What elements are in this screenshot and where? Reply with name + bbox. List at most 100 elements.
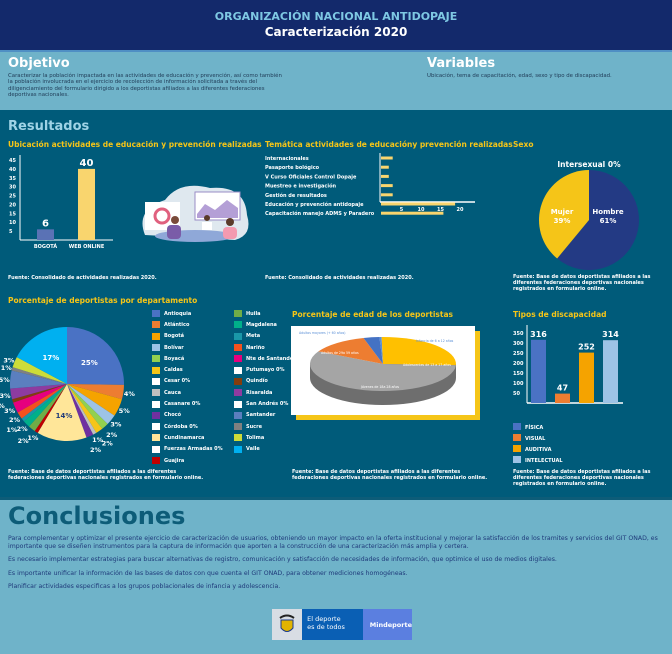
legend-swatch	[234, 310, 242, 318]
el-deporte-logo: El deporte es de todos	[302, 609, 363, 640]
legend-label: INTELECTUAL	[525, 458, 563, 464]
pie-slice	[34, 384, 67, 433]
y-tick-label: 15	[9, 211, 16, 217]
pie-slice	[13, 384, 68, 413]
legend-swatch	[513, 445, 521, 452]
legend-swatch	[513, 434, 521, 441]
legend-item: Risaralda	[234, 387, 272, 398]
y-tick-label: 5	[9, 229, 13, 235]
slice-label: 14%	[56, 412, 73, 420]
slice-label: 2%	[17, 425, 29, 433]
y-tick-label: 100	[513, 381, 524, 387]
legend-item: Antioquia	[152, 308, 191, 319]
legend-swatch	[234, 344, 242, 352]
legend-swatch	[234, 434, 242, 442]
legend-swatch	[513, 456, 521, 463]
legend-swatch	[152, 457, 160, 465]
slice-label: 3%	[3, 357, 15, 365]
legend-swatch	[152, 400, 160, 408]
resultados-title: Resultados	[8, 119, 90, 134]
legend-swatch	[152, 445, 160, 453]
ubicacion-bar-chart: 5 10 15 20 25 30 35 40 45 6 BOGOTÁ 40 WEB ONLINE	[9, 155, 113, 250]
legend-item: Huila	[234, 308, 261, 319]
chart4-title: Porcentaje de deportistas por departamen…	[8, 296, 198, 305]
legend-label: Risaralda	[246, 389, 273, 396]
pie-slice	[557, 170, 639, 270]
legend-item: San Andrés 0%	[234, 398, 288, 409]
chart1-title: Ubicación actividades de educación y pre…	[8, 140, 262, 149]
conclusions-paragraphs: Para complementar y optimizar el present…	[8, 535, 658, 591]
x-tick-label: 10	[418, 207, 425, 213]
bar-value-label: 252	[578, 343, 595, 352]
legend-label: Bogotá	[164, 333, 185, 340]
colombia-coat-of-arms-logo	[272, 609, 303, 640]
header-subtitle: Caracterización 2020	[264, 25, 408, 39]
legend-label: Córdoba 0%	[164, 423, 198, 430]
pie-slice	[67, 384, 97, 435]
y-tick-label: 40	[9, 167, 16, 173]
y-tick-label: 35	[9, 176, 16, 182]
legend-swatch	[152, 366, 160, 374]
bar	[381, 174, 389, 178]
bar	[381, 202, 456, 206]
legend-label: Putumayo 0%	[246, 367, 285, 374]
bar	[381, 193, 393, 197]
legend-swatch	[152, 434, 160, 442]
slice-label: 17%	[43, 354, 60, 362]
legend-label: Boyacá	[164, 355, 185, 362]
legend-item: Boyacá	[152, 353, 184, 364]
legend-swatch	[234, 321, 242, 329]
conclusion-paragraph: Planificar actividades especificas a los…	[8, 583, 281, 590]
y-tick-label: 250	[513, 351, 524, 357]
pie-slice	[12, 357, 67, 384]
legend-item: Putumayo 0%	[234, 365, 285, 376]
x-tick-label: 15	[437, 207, 444, 213]
y-tick-label: 30	[9, 185, 16, 191]
legend-item: Fuerzas Armadas 0%	[152, 444, 223, 455]
legend-item: Bolívar	[152, 342, 184, 353]
legend-label: Tolima	[246, 434, 265, 441]
pie-slice	[10, 370, 68, 389]
legend-label: Santander	[246, 412, 276, 419]
legend-swatch	[234, 445, 242, 453]
legend-label: Cauca	[164, 389, 181, 396]
pie-slice	[21, 384, 67, 422]
chart2-source: Fuente: Consolidado de actividades reali…	[265, 275, 414, 281]
slice-label: 1%	[92, 436, 104, 444]
legend-label: FÍSICA	[525, 423, 543, 431]
category-label: V Curso Oficiales Control Dopaje	[265, 174, 357, 180]
pie-slice	[10, 384, 68, 400]
legend-item: Cauca	[152, 387, 181, 398]
y-tick-label: 25	[9, 194, 16, 200]
slice-label: 1%	[1, 364, 13, 372]
bar-value-label: 314	[602, 330, 619, 339]
departamento-legend: Antioquia Atlántico Bogotá Bolívar Boyacá Cal…	[152, 308, 296, 468]
legend-item: Sucre	[234, 421, 262, 432]
pie-slice	[37, 384, 87, 441]
hombre-label: Hombre	[592, 208, 623, 216]
legend-item: Guajira	[152, 455, 184, 466]
legend-label: Nte de Santander	[246, 355, 296, 362]
pie-slice	[67, 384, 115, 424]
category-label: Educación y prevención antidopaje	[265, 201, 364, 208]
mindeporte-logo: Mindeporte	[362, 609, 412, 640]
slice-label: 5%	[0, 376, 10, 384]
legend-item: Caldas	[152, 365, 183, 376]
legend-swatch	[234, 332, 242, 340]
bar	[381, 156, 393, 160]
legend-label: Caldas	[164, 367, 183, 374]
legend-swatch	[234, 423, 242, 431]
discapacidad-bar-chart: 50 100 150 200 250 300 350 316 FÍSICA 47 VISUAL 252…	[513, 325, 623, 464]
pie-slice	[16, 327, 68, 384]
x-tick-label: 20	[457, 207, 464, 213]
legend-swatch	[152, 423, 160, 431]
chart6-title: Tipos de discapacidad	[513, 310, 607, 319]
conclusiones-title: Conclusiones	[8, 502, 186, 530]
pie-slice	[309, 351, 456, 391]
legend-item: Atlántico	[152, 319, 189, 330]
legend-label: VISUAL	[525, 436, 546, 442]
pie-slice	[67, 384, 122, 416]
legend-item: Bogotá	[152, 331, 184, 342]
legend-label: Magdalena	[246, 321, 277, 328]
variables-title: Variables	[427, 56, 496, 71]
